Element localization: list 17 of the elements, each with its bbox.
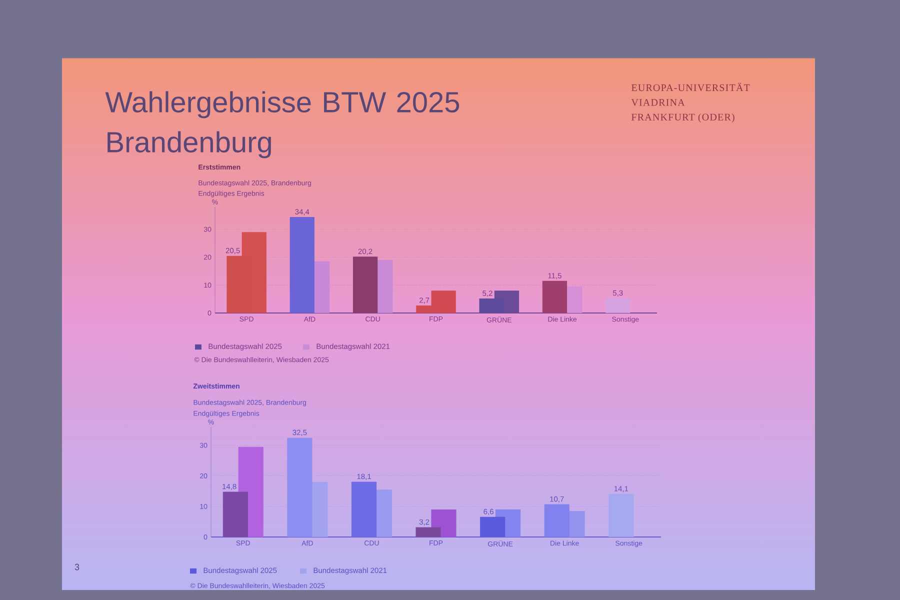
text: VIADRINA [631, 99, 685, 106]
text: 3 [74, 564, 80, 570]
bar [287, 438, 312, 537]
bar [351, 482, 377, 537]
bar [290, 217, 314, 313]
bar [416, 527, 441, 537]
bar [352, 256, 378, 313]
bar [222, 492, 248, 537]
bar [479, 298, 504, 313]
bar [542, 280, 568, 313]
bar [544, 504, 570, 537]
bar [480, 516, 506, 537]
text: EUROPA-UNIVERSITÄT [631, 82, 750, 92]
bar [608, 494, 634, 537]
bar [606, 298, 630, 313]
text: Wahlergebnisse BTW 2025 Brandenburg [105, 91, 460, 158]
text: FRANKFURT (ODER) [631, 113, 734, 123]
